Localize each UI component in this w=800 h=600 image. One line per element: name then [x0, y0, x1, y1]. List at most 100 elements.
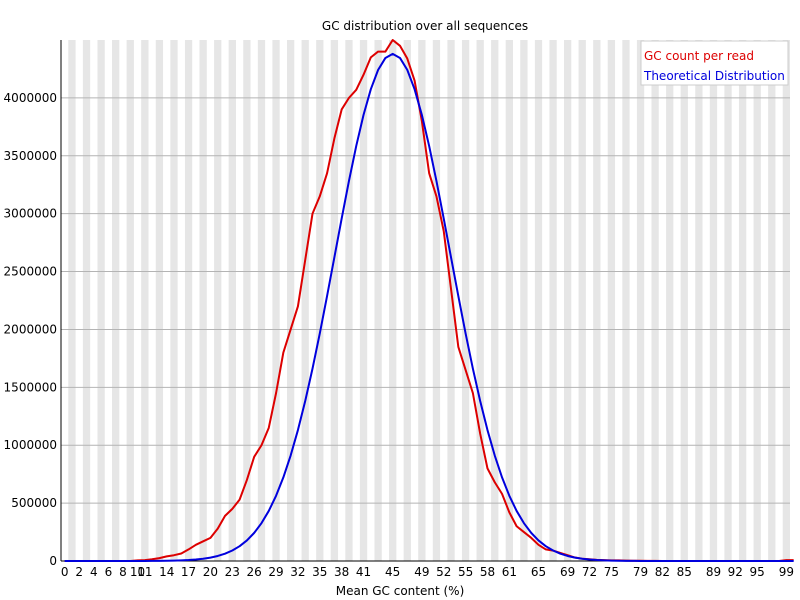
x-tick-label: 41 — [356, 565, 371, 579]
y-axis-ticks: 0 500000 1000000 1500000 2000000 2500000 30000… — [4, 91, 57, 568]
y-tick-label: 3000000 — [4, 207, 57, 221]
x-tick-label: 10 — [130, 565, 145, 579]
x-tick-label: 45 — [385, 565, 400, 579]
grid-band — [301, 40, 309, 561]
grid-band — [141, 40, 149, 561]
y-tick-label: 0 — [49, 554, 57, 568]
grid-band — [753, 40, 761, 561]
legend-entry-gc-count: GC count per read — [644, 49, 754, 63]
grid-band — [257, 40, 266, 561]
grid-band — [316, 40, 324, 561]
grid-band — [82, 40, 91, 561]
x-tick-label: 61 — [502, 565, 517, 579]
grid-band — [272, 40, 280, 561]
grid-band — [447, 40, 455, 561]
x-tick-label: 26 — [247, 565, 262, 579]
grid-band — [432, 40, 441, 561]
x-axis-label: Mean GC content (%) — [336, 584, 465, 598]
x-tick-label: 82 — [655, 565, 670, 579]
x-tick-label: 29 — [268, 565, 283, 579]
x-tick-label: 65 — [531, 565, 546, 579]
x-tick-label: 72 — [582, 565, 597, 579]
y-tick-label: 2500000 — [4, 265, 57, 279]
grid-band — [491, 40, 499, 561]
y-tick-label: 1000000 — [4, 438, 57, 452]
grid-band — [651, 40, 659, 561]
grid-band — [97, 40, 105, 561]
grid-band — [374, 40, 382, 561]
x-tick-label: 55 — [458, 565, 473, 579]
grid-band — [214, 40, 222, 561]
x-tick-label: 89 — [706, 565, 721, 579]
y-tick-label: 4000000 — [4, 91, 57, 105]
x-tick-label: 8 — [119, 565, 127, 579]
grid-band — [155, 40, 164, 561]
grid-band — [549, 40, 557, 561]
x-tick-label: 92 — [728, 565, 743, 579]
grid-band — [418, 40, 426, 561]
y-tick-label: 3500000 — [4, 149, 57, 163]
grid-band — [68, 40, 76, 561]
x-tick-label: 52 — [436, 565, 451, 579]
grid-band — [709, 40, 718, 561]
grid-band — [403, 40, 411, 561]
chart-title: GC distribution over all sequences — [322, 19, 528, 33]
x-tick-label: 23 — [225, 565, 240, 579]
x-tick-label: 4 — [90, 565, 98, 579]
y-tick-label: 1500000 — [4, 380, 57, 394]
grid-band — [389, 40, 397, 561]
x-tick-label: 14 — [159, 565, 174, 579]
grid-band — [520, 40, 528, 561]
grid-band — [738, 40, 747, 561]
grid-band — [680, 40, 688, 561]
grid-band — [636, 40, 645, 561]
legend: GC count per read Theoretical Distributi… — [640, 40, 789, 86]
x-tick-label: 85 — [677, 565, 692, 579]
grid-band — [184, 40, 193, 561]
y-tick-label: 2000000 — [4, 322, 57, 336]
grid-band — [112, 40, 120, 561]
x-tick-label: 99 — [779, 565, 794, 579]
grid-band — [534, 40, 543, 561]
series-lines — [64, 39, 794, 562]
x-tick-label: 35 — [312, 565, 327, 579]
x-tick-label: 17 — [181, 565, 196, 579]
x-tick-label: 2 — [75, 565, 83, 579]
grid-band — [359, 40, 368, 561]
grid-band — [126, 40, 134, 561]
grid-band — [199, 40, 207, 561]
grid-band — [607, 40, 616, 561]
legend-box — [640, 40, 789, 86]
x-tick-label: 95 — [750, 565, 765, 579]
grid-band — [243, 40, 251, 561]
grid-band — [724, 40, 732, 561]
x-tick-label: 38 — [334, 565, 349, 579]
series-theoretical-line — [64, 52, 794, 562]
grid-band — [695, 40, 703, 561]
grid-band — [345, 40, 353, 561]
grid-band — [330, 40, 339, 561]
grid-band — [578, 40, 586, 561]
grid-band — [476, 40, 484, 561]
y-tick-label: 500000 — [11, 496, 57, 510]
grid-band — [286, 40, 295, 561]
x-tick-label: 6 — [105, 565, 113, 579]
horizontal-gridlines — [61, 97, 790, 504]
grid-band — [593, 40, 601, 561]
x-tick-label: 32 — [290, 565, 305, 579]
x-tick-label: 0 — [61, 565, 69, 579]
grid-band — [505, 40, 513, 561]
grid-band — [228, 40, 236, 561]
x-tick-label: 11 — [137, 565, 152, 579]
grid-bands — [68, 40, 790, 561]
x-tick-label: 75 — [604, 565, 619, 579]
grid-band — [768, 40, 776, 561]
grid-band — [170, 40, 178, 561]
grid-band — [461, 40, 470, 561]
grid-band — [666, 40, 674, 561]
x-tick-label: 20 — [203, 565, 218, 579]
x-tick-label: 49 — [414, 565, 429, 579]
legend-entry-theoretical: Theoretical Distribution — [643, 69, 785, 83]
